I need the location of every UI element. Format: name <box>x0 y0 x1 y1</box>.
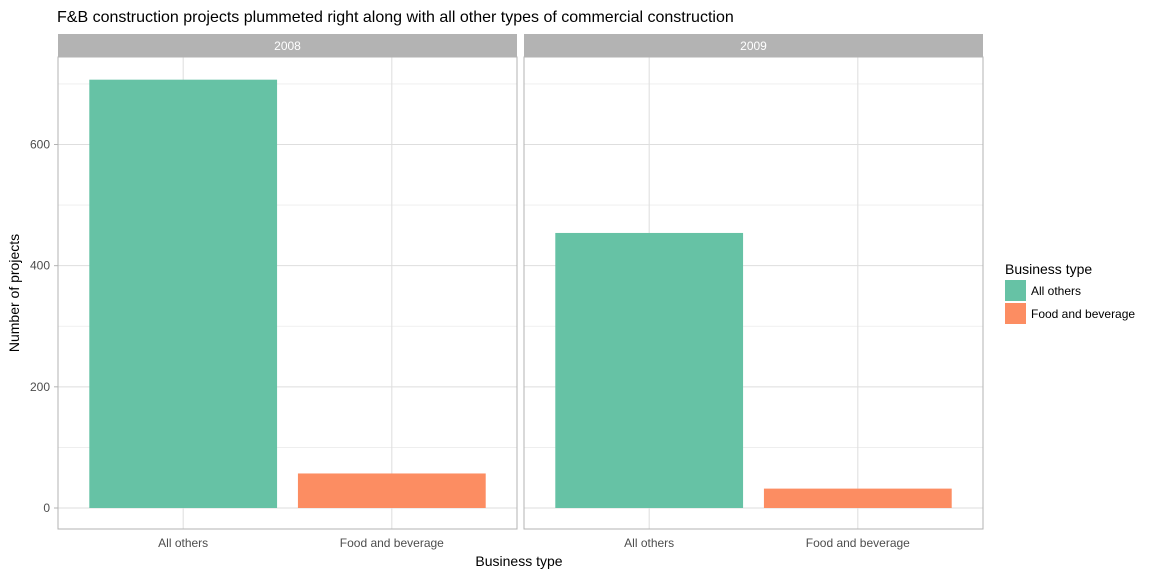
legend-swatch <box>1005 303 1026 324</box>
bar-2009-all-others <box>555 232 744 508</box>
facet-strip <box>58 34 517 57</box>
chart-title: F&B construction projects plummeted righ… <box>57 9 734 26</box>
facet-panel-2009: 2009 All others Food and beverage <box>523 34 984 550</box>
legend-swatch <box>1005 280 1026 301</box>
x-tick-label: All others <box>624 536 674 550</box>
facet-strip-label: 2008 <box>274 39 301 53</box>
legend-label: Food and beverage <box>1031 307 1135 321</box>
x-axis-label: Business type <box>475 553 562 569</box>
facet-strip-label: 2009 <box>740 39 767 53</box>
legend-entries: All others Food and beverage <box>1005 280 1135 324</box>
x-tick-label: Food and beverage <box>340 536 444 550</box>
bar-2008-food-and-beverage <box>297 473 486 508</box>
legend: Business type All others Food and beverag… <box>1005 261 1135 324</box>
legend-label: All others <box>1031 284 1081 298</box>
panel-border <box>57 56 518 530</box>
x-tick-label: Food and beverage <box>806 536 910 550</box>
facet-panels: 2008 All others Food and beverage 0 200 400 60… <box>30 34 984 550</box>
facet-strip <box>524 34 983 57</box>
y-tick-label: 600 <box>30 138 50 152</box>
y-tick-label: 0 <box>43 501 50 515</box>
facet-panel-2008: 2008 All others Food and beverage 0 200 400 60… <box>30 34 518 550</box>
bar-2009-food-and-beverage <box>763 488 952 508</box>
y-axis-label: Number of projects <box>6 234 22 352</box>
y-tick-label: 200 <box>30 380 50 394</box>
x-tick-label: All others <box>158 536 208 550</box>
y-tick-label: 400 <box>30 259 50 273</box>
legend-title: Business type <box>1005 261 1092 277</box>
bar-2008-all-others <box>89 79 278 508</box>
panel-border <box>523 56 984 530</box>
